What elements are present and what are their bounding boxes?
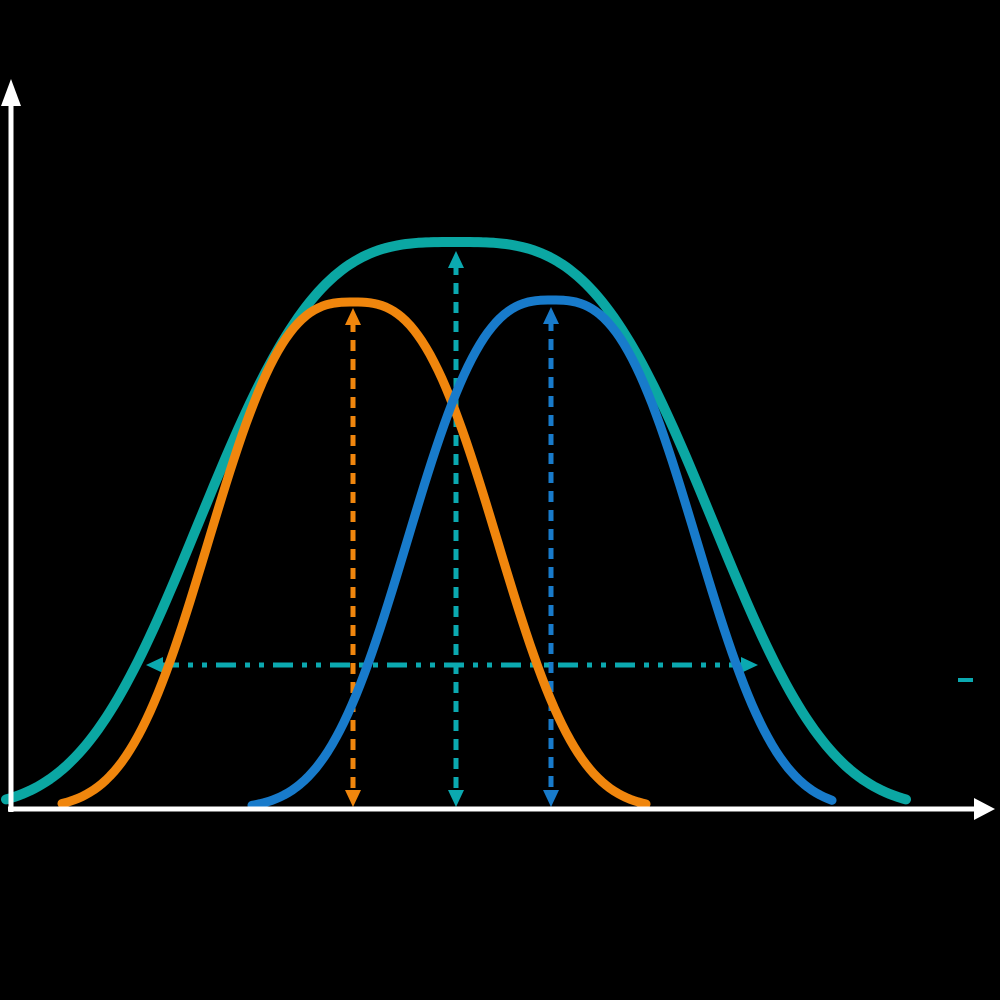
x-axis-arrowhead-icon [974,798,995,820]
stray-dash [958,678,973,682]
blue-peak-height-arrow-down-arrowhead-icon [543,790,559,807]
left-narrow-distribution-curve [57,297,651,809]
spread-width-arrow-left-arrowhead-icon [146,657,163,673]
wide-tall-distribution-curve [1,237,911,805]
spread-width-arrow-right-arrowhead-icon [741,657,758,673]
curves-layer [1,237,911,810]
teal-peak-height-arrow-down-arrowhead-icon [448,790,464,807]
orange-peak-height-arrow-down-arrowhead-icon [345,790,361,807]
teal-peak-height-arrow-up-arrowhead-icon [448,251,464,268]
annotations-layer [146,251,973,807]
orange-peak-height-arrow-up-arrowhead-icon [345,308,361,325]
axes-layer [1,79,995,820]
right-narrow-distribution-curve [247,295,837,810]
blue-peak-height-arrow-up-arrowhead-icon [543,307,559,324]
y-axis-arrowhead-icon [1,79,21,106]
